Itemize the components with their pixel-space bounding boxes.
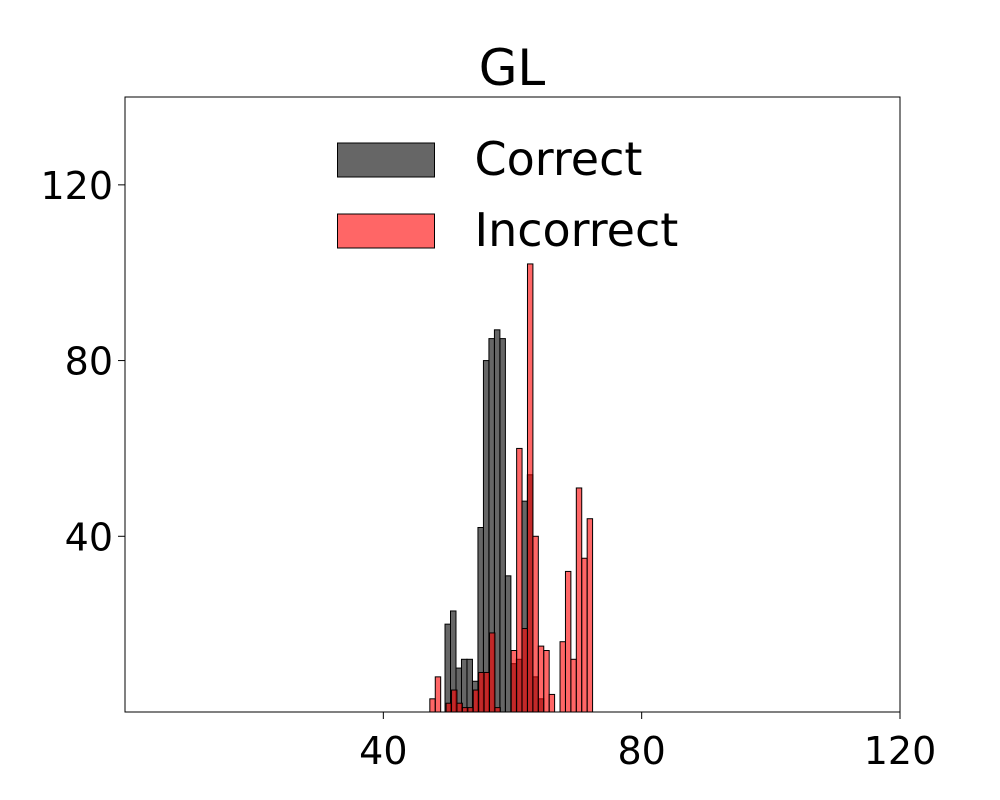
x-tick-label: 120 [864,729,937,773]
bar [483,671,491,713]
bar [456,702,463,713]
chart-title: GL [479,39,546,97]
bar [510,650,518,713]
bar [548,693,556,713]
bar [429,698,436,713]
bar [564,570,572,713]
bar [575,487,583,713]
x-tick-label: 40 [359,729,407,773]
y-tick-label: 120 [40,164,113,208]
bar [543,650,550,713]
bar [526,263,534,713]
bar [516,447,523,713]
bar [559,641,566,713]
legend-label: Incorrect [475,203,679,257]
plot-frame [124,96,901,713]
bar [537,645,545,713]
bar [451,689,458,713]
legend-swatch [337,213,435,249]
bar [482,360,490,713]
bar [570,658,577,713]
y-tick-label: 80 [65,340,113,384]
bar [489,632,496,713]
y-tick-label: 40 [65,515,113,559]
legend-label: Correct [475,132,643,186]
bar [504,575,512,713]
bar [434,676,442,713]
histogram-series [429,263,594,713]
bar [478,671,485,713]
bar [521,628,528,713]
bar [444,623,451,713]
bar [466,658,473,713]
bar [461,707,469,713]
bar [472,689,480,713]
bar [586,518,594,713]
bar [445,702,453,713]
bar [499,338,506,713]
x-tick-label: 80 [617,729,665,773]
bar [467,707,474,713]
bar [581,557,588,713]
bar [494,707,501,713]
bar [532,535,539,713]
legend-swatch [337,142,435,178]
